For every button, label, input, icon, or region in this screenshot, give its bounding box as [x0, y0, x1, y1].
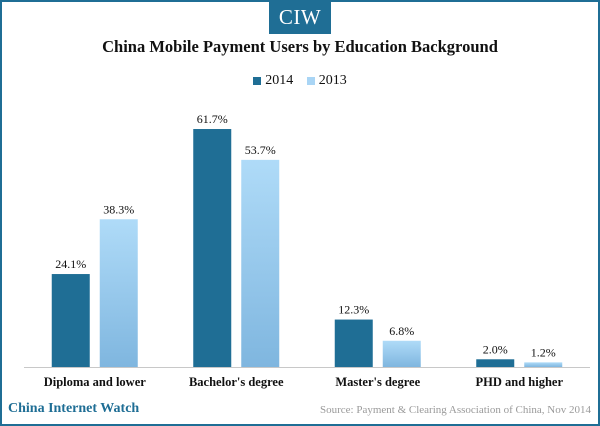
x-tick-labels: Diploma and lower Bachelor's degree Master… [44, 375, 564, 389]
legend: 2014 2013 [0, 73, 600, 90]
data-label-2013-3: 1.2% [531, 345, 556, 359]
legend-label-2013: 2013 [318, 73, 347, 88]
data-label-2014-1: 61.7% [197, 112, 228, 126]
bar-2014-3 [476, 359, 515, 367]
legend-swatch-2014 [253, 77, 262, 85]
bar-2013-0 [99, 219, 138, 367]
bars-group: 24.1% 38.3% 61.7% 53.7% 12.3% 6.8% 2.0% 1.2% [51, 112, 563, 367]
ciw-logo: CIW [269, 0, 331, 34]
legend-label-2014: 2014 [265, 73, 294, 88]
legend-swatch-2013 [306, 77, 315, 85]
data-label-2013-0: 38.3% [103, 202, 134, 216]
x-tick-label-1: Bachelor's degree [189, 375, 284, 389]
x-tick-label-2: Master's degree [335, 375, 420, 389]
footer-source: Source: Payment & Clearing Association o… [320, 404, 591, 416]
data-label-2014-0: 24.1% [55, 257, 86, 271]
data-label-2013-2: 6.8% [389, 324, 414, 338]
footer-brand: China Internet Watch [8, 401, 140, 416]
legend-item-2013: 2013 [306, 73, 347, 89]
bar-2013-2 [382, 340, 421, 367]
bar-2013-1 [241, 159, 280, 367]
data-label-2014-2: 12.3% [338, 303, 369, 317]
bar-2014-0 [51, 274, 90, 367]
data-label-2013-1: 53.7% [245, 143, 276, 157]
legend-item-2014: 2014 [253, 73, 293, 89]
x-tick-label-0: Diploma and lower [44, 375, 147, 389]
chart-title: China Mobile Payment Users by Education … [102, 37, 498, 56]
bar-2014-2 [334, 319, 373, 367]
bar-2013-3 [524, 362, 563, 367]
bar-2014-1 [193, 129, 232, 367]
data-label-2014-3: 2.0% [483, 342, 508, 356]
x-tick-label-3: PHD and higher [475, 375, 563, 389]
